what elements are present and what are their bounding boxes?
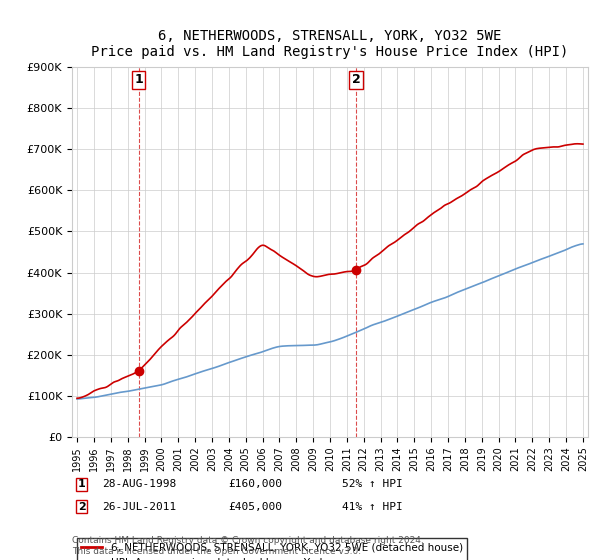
Title: 6, NETHERWOODS, STRENSALL, YORK, YO32 5WE
Price paid vs. HM Land Registry's Hous: 6, NETHERWOODS, STRENSALL, YORK, YO32 5W… [91, 29, 569, 59]
Text: 26-JUL-2011: 26-JUL-2011 [102, 502, 176, 512]
Legend: 6, NETHERWOODS, STRENSALL, YORK, YO32 5WE (detached house), HPI: Average price, : 6, NETHERWOODS, STRENSALL, YORK, YO32 5W… [77, 539, 467, 560]
Text: £405,000: £405,000 [228, 502, 282, 512]
Text: 28-AUG-1998: 28-AUG-1998 [102, 479, 176, 489]
Text: 1: 1 [78, 479, 86, 489]
Text: 41% ↑ HPI: 41% ↑ HPI [342, 502, 403, 512]
Text: 1: 1 [134, 73, 143, 86]
Text: Contains HM Land Registry data © Crown copyright and database right 2024.
This d: Contains HM Land Registry data © Crown c… [72, 536, 424, 556]
Text: 2: 2 [78, 502, 86, 512]
Text: 52% ↑ HPI: 52% ↑ HPI [342, 479, 403, 489]
Text: 2: 2 [352, 73, 361, 86]
Text: £160,000: £160,000 [228, 479, 282, 489]
